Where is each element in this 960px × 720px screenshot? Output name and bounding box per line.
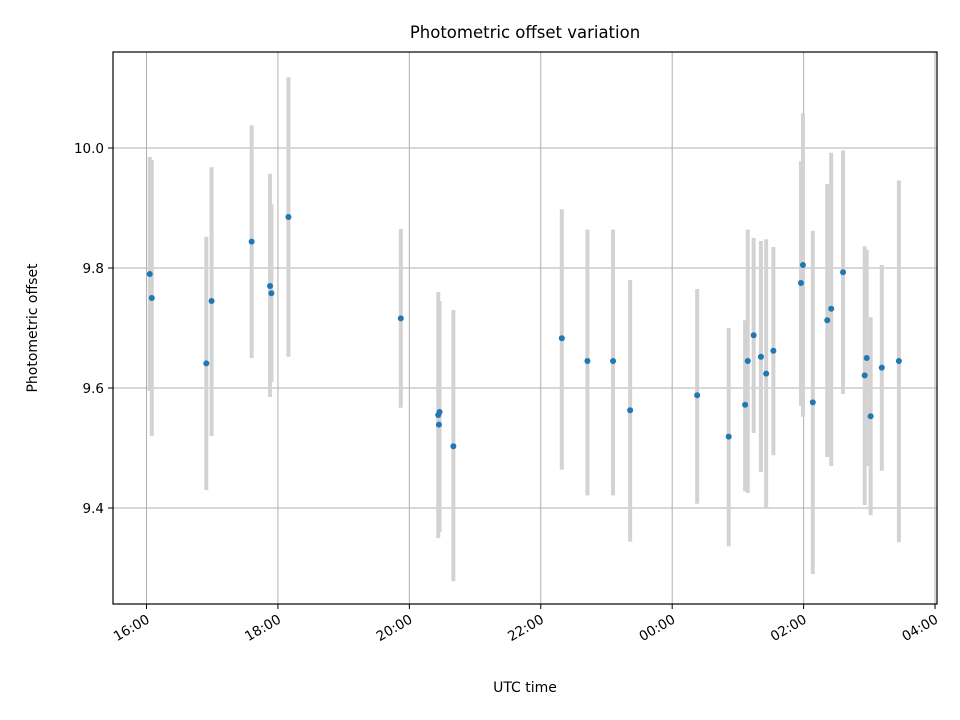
y-tick-label: 10.0: [74, 141, 104, 157]
x-tick-label: 22:00: [505, 612, 547, 645]
data-point: [828, 305, 835, 312]
y-axis-ticks: 9.4 9.6 9.8 10.0: [74, 141, 113, 517]
data-point: [203, 360, 210, 367]
x-tick-label: 02:00: [768, 612, 810, 645]
data-point: [267, 283, 274, 289]
y-tick-label: 9.8: [83, 261, 104, 277]
data-point: [867, 413, 874, 420]
data-point: [861, 372, 868, 379]
data-point: [750, 332, 757, 339]
x-tick-label: 18:00: [242, 612, 284, 645]
y-axis-label: Photometric offset: [25, 263, 41, 393]
data-point: [436, 409, 443, 415]
data-point: [268, 290, 275, 297]
data-point: [824, 317, 831, 324]
data-point: [725, 433, 732, 440]
data-point: [694, 392, 701, 399]
data-point: [610, 358, 617, 364]
x-tick-label: 00:00: [636, 612, 678, 645]
data-point: [397, 315, 404, 322]
data-point: [435, 421, 442, 428]
x-tick-label: 20:00: [374, 612, 416, 645]
x-tick-label: 16:00: [111, 612, 153, 645]
data-point: [863, 355, 870, 361]
data-point: [799, 262, 806, 268]
y-tick-label: 9.6: [83, 381, 104, 397]
data-point: [285, 214, 292, 220]
x-axis-ticks: 16:00 18:00 20:00 22:00 00:00 02:00 04:00: [111, 604, 941, 645]
data-point: [248, 238, 255, 245]
data-point: [878, 364, 885, 371]
data-points: [146, 214, 902, 450]
data-point: [558, 335, 565, 342]
x-axis-label: UTC time: [493, 680, 557, 696]
data-point: [742, 401, 749, 408]
chart-title: Photometric offset variation: [410, 23, 640, 42]
data-point: [584, 358, 591, 364]
data-point: [744, 358, 751, 364]
plot-frame: [112, 51, 938, 605]
data-point: [627, 407, 634, 414]
data-point: [809, 399, 816, 406]
data-point: [770, 347, 777, 354]
data-point: [146, 271, 153, 277]
y-tick-label: 9.4: [83, 501, 104, 517]
error-bars: [147, 77, 901, 582]
data-point: [840, 269, 847, 276]
data-point: [763, 370, 770, 377]
data-point: [208, 298, 215, 304]
data-point: [450, 443, 457, 450]
data-point: [797, 280, 804, 286]
data-point: [148, 295, 155, 301]
data-point: [895, 358, 902, 364]
data-point: [757, 353, 764, 360]
x-tick-label: 04:00: [899, 612, 941, 645]
